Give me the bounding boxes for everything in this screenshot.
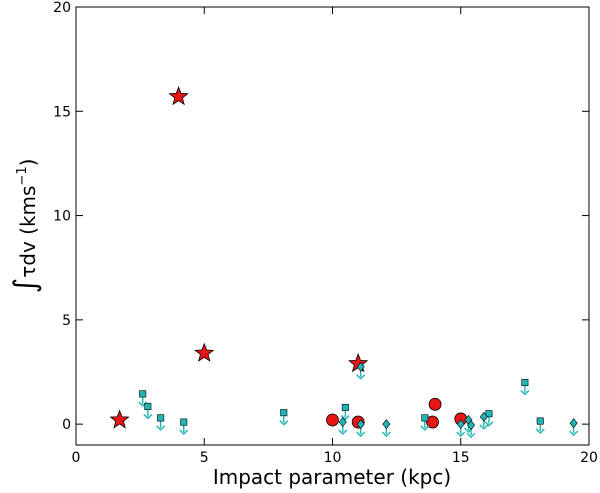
upper-limit-diamond-marker: [356, 361, 365, 372]
plot-area: [76, 7, 589, 445]
upper-limit-arrow-head: [466, 432, 476, 439]
upper-limit-arrow-head: [484, 421, 494, 427]
upper-limit-arrow-head: [381, 431, 391, 438]
y-axis-title: ∫τdv (kms−1): [8, 159, 43, 294]
upper-limit-arrow-head: [179, 429, 189, 436]
upper-limit-arrow-head: [156, 425, 166, 431]
upper-limit-arrow-head: [569, 430, 579, 437]
tick-labels: 0 5 10 15 20 0 5 10 15 20: [53, 0, 598, 466]
upper-limit-diamond-marker: [467, 420, 475, 431]
upper-limit-square-marker: [485, 410, 493, 418]
y-axis-title-integral: ∫: [8, 278, 43, 294]
upper-limit-square-marker: [280, 409, 288, 417]
x-tick-label: 20: [580, 450, 598, 466]
upper-limit-diamond-marker: [338, 417, 347, 428]
y-axis-title-exponent: −1: [15, 166, 30, 185]
upper-limit-square-marker: [144, 402, 152, 410]
x-tick-label: 0: [72, 450, 81, 466]
y-tick-label: 10: [53, 209, 71, 225]
upper-limit-arrow-head: [356, 374, 366, 380]
x-tick-label: 5: [200, 450, 209, 466]
upper-limit-square-marker: [341, 403, 349, 411]
x-axis-title: Impact parameter (kpc): [213, 465, 451, 489]
detection-circle-marker: [426, 415, 439, 429]
y-tick-label: 15: [53, 104, 71, 120]
upper-limit-square-marker: [180, 418, 188, 426]
upper-limit-arrow-head: [456, 431, 466, 438]
detection-star-marker: [109, 409, 130, 429]
upper-limit-square-marker: [521, 378, 529, 386]
data-marks: [109, 86, 579, 439]
upper-limit-square-marker: [536, 417, 544, 425]
x-tick-label: 10: [324, 450, 342, 466]
upper-limit-arrow-head: [143, 413, 153, 420]
upper-limit-diamond-marker: [382, 419, 391, 430]
svg-text:∫τdv (kms−1): ∫τdv (kms−1): [8, 159, 43, 294]
y-axis-title-main: τdv (kms: [16, 186, 40, 278]
upper-limit-diamond-marker: [456, 419, 465, 430]
upper-limit-arrow-head: [338, 429, 348, 436]
detection-star-marker: [168, 86, 189, 106]
y-tick-label: 20: [53, 0, 71, 16]
upper-limit-arrow-head: [479, 424, 489, 430]
upper-limit-square-marker: [421, 414, 429, 422]
upper-limit-diamond-marker: [356, 419, 365, 430]
upper-limit-diamond-marker: [479, 411, 488, 422]
y-tick-label: 5: [62, 313, 71, 329]
upper-limit-arrow-head: [279, 420, 289, 426]
upper-limit-arrow-head: [356, 431, 366, 438]
detection-circle-marker: [326, 413, 339, 427]
upper-limit-square-marker: [157, 414, 165, 422]
upper-limit-arrow-head: [535, 428, 545, 435]
upper-limit-square-marker: [139, 390, 147, 398]
axis-ticks: [75, 6, 590, 445]
y-tick-label: 0: [62, 417, 71, 433]
x-tick-label: 15: [452, 450, 470, 466]
detection-circle-marker: [428, 397, 442, 411]
plot-frame: [75, 6, 590, 446]
y-axis-title-close: ): [16, 159, 40, 167]
detection-star-marker: [194, 342, 215, 362]
upper-limit-arrow-head: [520, 389, 530, 396]
upper-limit-arrow-head: [340, 414, 350, 421]
upper-limit-arrow-head: [420, 425, 430, 431]
upper-limit-diamond-marker: [569, 418, 578, 429]
